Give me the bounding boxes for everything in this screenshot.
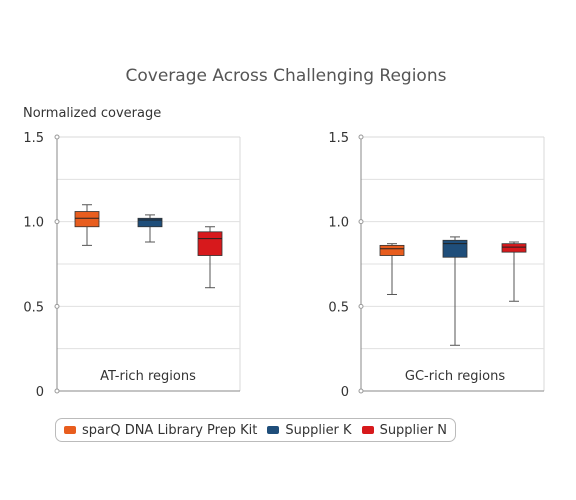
- box: [74, 211, 100, 228]
- y-tick-label: 1.0: [328, 216, 349, 231]
- y-tick-marker: [358, 303, 364, 309]
- y-axis-label: Normalized coverage: [23, 106, 161, 121]
- box: [197, 231, 223, 256]
- y-tick-marker: [358, 134, 364, 140]
- panel-label: GC-rich regions: [405, 369, 505, 384]
- box: [501, 243, 527, 253]
- y-tick-label: 0.5: [328, 300, 349, 315]
- y-tick-label: 0: [341, 385, 349, 400]
- box: [379, 244, 405, 256]
- y-tick-label: 1.5: [23, 131, 44, 146]
- y-tick-label: 0: [36, 385, 44, 400]
- y-tick-marker: [54, 303, 60, 309]
- legend-swatch: [64, 426, 76, 434]
- legend-item-sparq[interactable]: sparQ DNA Library Prep Kit: [64, 423, 257, 438]
- legend-label: sparQ DNA Library Prep Kit: [82, 422, 258, 438]
- box: [137, 217, 163, 228]
- legend: sparQ DNA Library Prep Kit Supplier K Su…: [55, 418, 456, 442]
- y-tick-marker: [358, 388, 364, 394]
- panel-label: AT-rich regions: [100, 369, 196, 384]
- legend-swatch: [361, 426, 374, 434]
- legend-item-supplier-n[interactable]: Supplier N: [361, 422, 447, 438]
- y-tick-marker: [54, 134, 60, 140]
- y-tick-label: 0.5: [23, 300, 44, 315]
- legend-swatch: [267, 426, 280, 434]
- y-tick-marker: [358, 219, 364, 225]
- y-tick-label: 1.0: [23, 216, 44, 231]
- chart-title: Coverage Across Challenging Regions: [126, 66, 447, 86]
- y-tick-marker: [54, 388, 60, 394]
- legend-item-supplier-k[interactable]: Supplier K: [267, 422, 352, 438]
- box: [442, 239, 468, 258]
- legend-label: Supplier K: [285, 422, 352, 438]
- legend-label: Supplier N: [379, 422, 447, 438]
- y-tick-marker: [54, 219, 60, 225]
- y-tick-label: 1.5: [328, 131, 349, 146]
